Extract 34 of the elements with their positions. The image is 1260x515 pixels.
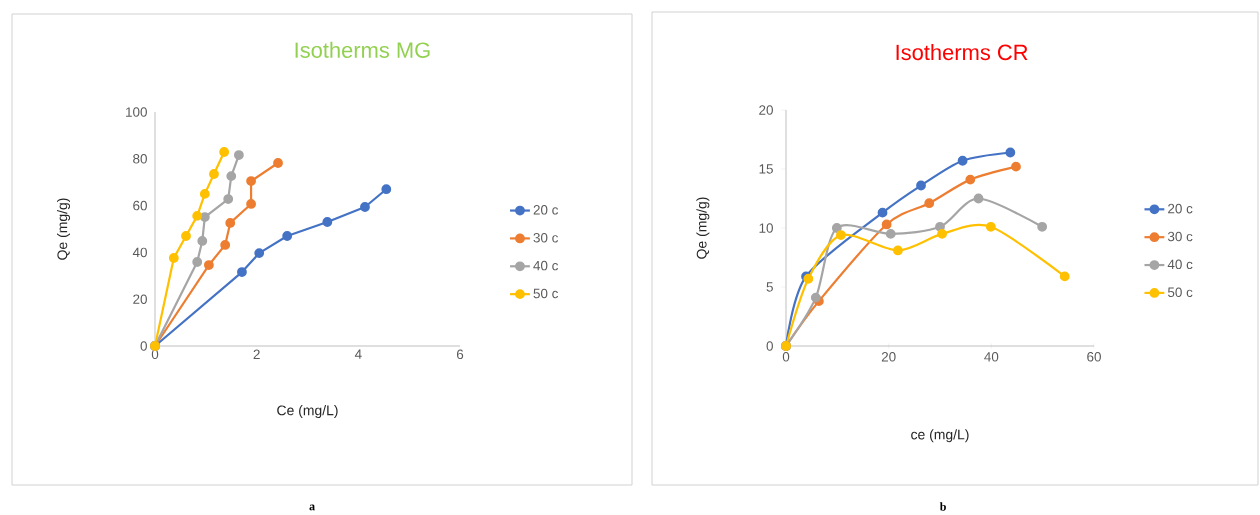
x-tick-label: 0: [782, 352, 790, 362]
y-tick-label: 100: [126, 107, 147, 117]
y-tick-label: 15: [759, 164, 773, 174]
y-tick-label: 0: [140, 341, 147, 351]
y-tick-label: 5: [766, 282, 773, 292]
legend-label: 50 c: [533, 288, 559, 299]
x-tick-label: 40: [984, 352, 999, 362]
y-axis-title: Qe (mg/g): [57, 198, 71, 260]
legend-label: 30 c: [533, 232, 559, 243]
x-tick-label: 60: [1087, 352, 1101, 362]
x-tick-label: 20: [881, 352, 896, 362]
x-tick-label: 6: [456, 349, 464, 360]
y-tick-label: 60: [133, 200, 147, 211]
legend-label: 40 c: [1167, 259, 1193, 270]
y-tick-label: 20: [759, 105, 773, 115]
y-axis-title: Qe (mg/g): [696, 197, 710, 259]
x-axis-title: ce (mg/L): [911, 429, 969, 443]
text: b: [939, 502, 946, 511]
legend-label: 20 c: [1168, 203, 1193, 214]
chart-title: Isotherms CR: [896, 44, 1028, 61]
legend-label: 30 c: [1167, 231, 1193, 242]
legend-label: 40 c: [533, 260, 559, 271]
x-tick-label: 4: [354, 349, 362, 359]
y-tick-label: 20: [133, 294, 147, 304]
y-tick-label: 0: [766, 341, 773, 351]
text: a: [309, 504, 315, 511]
chart-title: Isotherms MG: [295, 41, 430, 58]
x-axis-title: Ce (mg/L): [277, 405, 338, 419]
y-tick-label: 10: [759, 223, 773, 233]
y-tick-label: 80: [133, 154, 147, 164]
x-tick-label: 2: [253, 349, 260, 359]
legend-label: 20 c: [533, 205, 559, 215]
legend-label: 50 c: [1167, 287, 1193, 297]
y-tick-label: 40: [132, 247, 147, 258]
